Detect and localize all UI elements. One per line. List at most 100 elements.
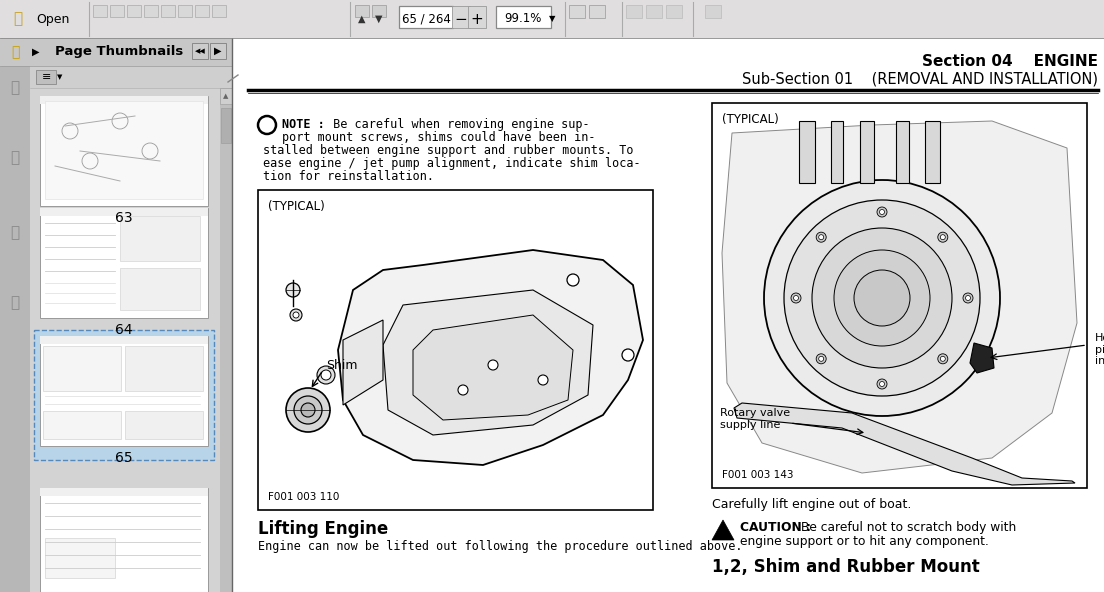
Circle shape — [816, 354, 826, 364]
Text: Section 04    ENGINE: Section 04 ENGINE — [922, 54, 1098, 69]
Text: 🔖: 🔖 — [10, 150, 20, 166]
Circle shape — [963, 293, 973, 303]
Text: stalled between engine support and rubber mounts. To: stalled between engine support and rubbe… — [263, 144, 634, 157]
Circle shape — [294, 396, 322, 424]
Bar — [860, 121, 874, 183]
Circle shape — [937, 232, 948, 242]
Circle shape — [941, 234, 945, 240]
Bar — [666, 5, 682, 18]
Text: Page Thumbnails: Page Thumbnails — [55, 46, 183, 59]
Text: 99.1%: 99.1% — [505, 12, 542, 25]
Bar — [34, 330, 214, 460]
Circle shape — [937, 354, 948, 364]
Text: +: + — [470, 11, 484, 27]
Circle shape — [290, 309, 302, 321]
Polygon shape — [722, 121, 1078, 473]
Bar — [212, 5, 226, 17]
Polygon shape — [712, 520, 734, 540]
Text: Lifting Engine: Lifting Engine — [258, 520, 389, 538]
Bar — [178, 5, 192, 17]
Circle shape — [538, 375, 548, 385]
Bar — [569, 5, 585, 18]
Circle shape — [321, 370, 331, 380]
Text: Rotary valve
supply line: Rotary valve supply line — [720, 408, 790, 430]
Bar — [452, 6, 470, 28]
Polygon shape — [343, 320, 383, 405]
Text: Be careful not to scratch body with: Be careful not to scratch body with — [797, 521, 1017, 534]
Polygon shape — [338, 250, 643, 465]
Text: tion for reinstallation.: tion for reinstallation. — [263, 170, 434, 183]
Bar — [0, 38, 232, 66]
Bar — [40, 96, 208, 206]
Bar — [40, 96, 208, 104]
Bar — [161, 5, 176, 17]
Bar — [705, 5, 721, 18]
Text: F001 003 143: F001 003 143 — [722, 470, 794, 480]
Circle shape — [834, 250, 930, 346]
Text: ease engine / jet pump alignment, indicate shim loca-: ease engine / jet pump alignment, indica… — [263, 157, 640, 170]
Text: 1,2, Shim and Rubber Mount: 1,2, Shim and Rubber Mount — [712, 558, 979, 576]
Bar — [0, 38, 30, 592]
Bar — [40, 208, 208, 216]
Text: Engine can now be lifted out following the procedure outlined above.: Engine can now be lifted out following t… — [258, 540, 743, 553]
Bar — [127, 5, 141, 17]
Text: ≡: ≡ — [42, 72, 52, 82]
Text: CAUTION :: CAUTION : — [740, 521, 811, 534]
Polygon shape — [734, 403, 1075, 485]
Circle shape — [790, 293, 802, 303]
Bar — [712, 103, 1087, 488]
Polygon shape — [383, 290, 593, 435]
Text: NOTE :: NOTE : — [282, 118, 325, 131]
Bar — [0, 0, 1104, 38]
Polygon shape — [970, 343, 994, 373]
Text: Open: Open — [36, 12, 70, 25]
Bar — [355, 5, 369, 17]
Text: ▼: ▼ — [375, 14, 383, 24]
Bar — [40, 336, 208, 446]
Text: ▶: ▶ — [214, 46, 222, 56]
Circle shape — [301, 403, 315, 417]
Bar — [210, 43, 226, 59]
Text: ▲: ▲ — [359, 14, 365, 24]
Text: 📄: 📄 — [10, 81, 20, 95]
Text: (TYPICAL): (TYPICAL) — [722, 113, 778, 126]
Circle shape — [764, 180, 1000, 416]
Circle shape — [966, 295, 970, 301]
Text: 65 / 264: 65 / 264 — [402, 12, 450, 25]
Bar — [40, 488, 208, 496]
Bar — [40, 488, 208, 592]
Text: ▼: ▼ — [57, 74, 63, 80]
Bar — [125, 346, 203, 391]
Text: 🔒: 🔒 — [11, 45, 19, 59]
Circle shape — [488, 360, 498, 370]
Text: ▼: ▼ — [549, 14, 555, 24]
Bar — [40, 336, 208, 344]
Text: Shim: Shim — [326, 359, 358, 372]
Bar — [925, 121, 940, 183]
Circle shape — [941, 356, 945, 361]
Circle shape — [819, 356, 824, 361]
Polygon shape — [413, 315, 573, 420]
Bar — [192, 43, 208, 59]
Bar — [372, 5, 386, 17]
Bar — [590, 5, 605, 18]
Bar — [30, 88, 220, 592]
Bar — [258, 190, 652, 510]
Bar — [144, 5, 158, 17]
Bar — [195, 5, 209, 17]
Text: Carefully lift engine out of boat.: Carefully lift engine out of boat. — [712, 498, 912, 511]
Bar — [120, 216, 200, 261]
Text: (TYPICAL): (TYPICAL) — [268, 200, 325, 213]
Bar — [36, 70, 56, 84]
Bar — [232, 38, 1104, 592]
Bar — [220, 88, 232, 104]
Circle shape — [293, 312, 299, 318]
Bar — [45, 101, 203, 199]
Circle shape — [286, 388, 330, 432]
Text: 64: 64 — [115, 323, 132, 337]
Bar — [110, 5, 124, 17]
Bar — [30, 66, 232, 88]
Text: 63: 63 — [115, 211, 132, 225]
Bar — [125, 411, 203, 439]
Bar — [626, 5, 643, 18]
